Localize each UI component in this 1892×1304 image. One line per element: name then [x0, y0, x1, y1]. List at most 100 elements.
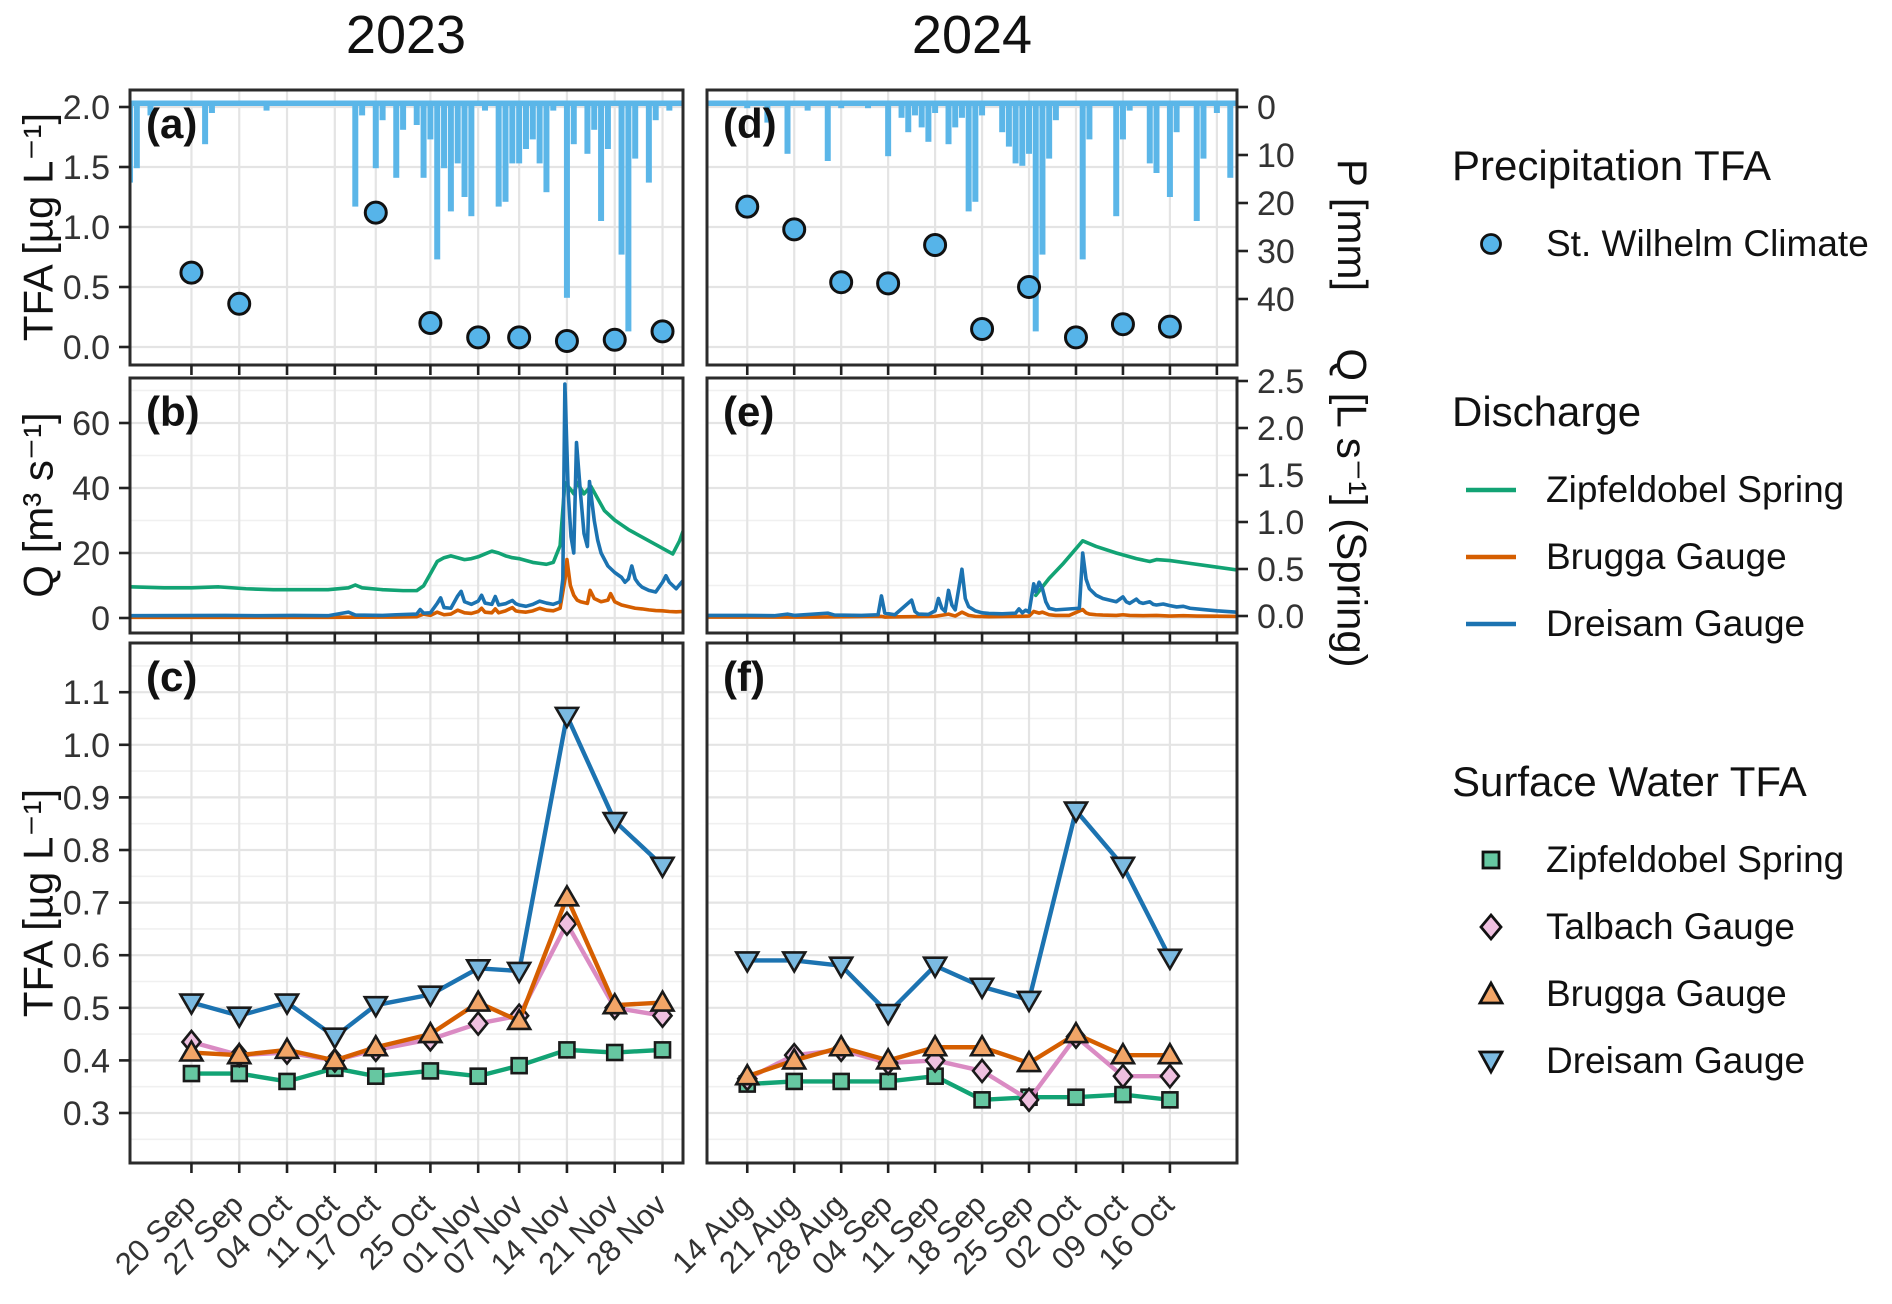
precip-bar — [652, 101, 659, 121]
triangle-up-marker — [464, 988, 492, 1012]
precip-bar — [885, 101, 892, 157]
triangle-up-marker — [1109, 1041, 1137, 1065]
y-tick-label: 0.6 — [63, 937, 110, 975]
precip-bar — [1173, 101, 1180, 133]
precip-bar — [804, 101, 811, 111]
precip-bar — [784, 101, 791, 154]
y-tick-label: 1.1 — [63, 674, 110, 712]
circle-icon — [1480, 233, 1502, 255]
square-marker — [230, 1064, 249, 1083]
column-title-2024: 2024 — [911, 5, 1033, 65]
data-line — [1033, 538, 1237, 598]
circle-marker — [970, 317, 995, 341]
precip-bar — [1193, 101, 1200, 221]
triangle-down-marker — [649, 856, 676, 880]
y-tick-label: 30 — [1257, 233, 1295, 271]
triangle-up-marker — [553, 883, 581, 907]
legend-item-brugga-gauge: Brugga Gauge — [1462, 535, 1787, 579]
y-tick-label: 2.0 — [1257, 410, 1304, 448]
diamond-icon — [1479, 912, 1503, 942]
square-marker — [1114, 1085, 1132, 1104]
legend-label: Zipfeldobel Spring — [1546, 839, 1845, 880]
precip-bar — [757, 101, 764, 104]
triangle-up-marker — [827, 1033, 855, 1057]
precip-bar — [952, 101, 959, 128]
y-tick-label: 0.7 — [63, 885, 110, 923]
y-tick-label: 0.0 — [63, 329, 110, 367]
precip-bar — [563, 101, 570, 298]
precip-bar — [441, 101, 448, 169]
precip-bar — [604, 101, 611, 149]
data-line — [745, 1073, 1173, 1103]
y-tick-label: 20 — [1257, 185, 1295, 223]
circle-marker — [227, 291, 252, 316]
data-line — [130, 480, 683, 593]
diamond-marker — [1018, 1086, 1040, 1113]
precip-bar — [911, 101, 918, 116]
data-line — [707, 551, 1237, 618]
triangle-down-marker — [968, 977, 996, 1001]
precip-bar — [1166, 101, 1173, 197]
triangle-down-marker — [1015, 990, 1043, 1014]
square-marker — [879, 1072, 897, 1091]
precip-bar — [979, 101, 986, 116]
triangle-up-marker — [968, 1033, 996, 1057]
precip-bar — [1046, 101, 1053, 159]
y-tick-label: 0.8 — [63, 832, 110, 870]
circle-marker — [418, 311, 443, 335]
square-marker — [182, 1064, 201, 1083]
triangle-down-marker — [225, 1006, 253, 1030]
legend-title-1: Discharge — [1452, 388, 1642, 435]
panel-border — [705, 376, 1239, 635]
y-tick-label: 0 — [1257, 89, 1276, 127]
precip-bar — [1079, 101, 1086, 260]
circle-marker — [179, 260, 204, 285]
y-tick-label: 0.5 — [63, 990, 110, 1028]
precip-bar — [865, 101, 872, 109]
square-marker — [469, 1067, 487, 1085]
precip-bar — [717, 101, 724, 106]
y-tick-label: 1.0 — [63, 209, 110, 247]
precip-bar — [1039, 101, 1046, 255]
diamond-marker — [467, 1010, 489, 1037]
precip-baseline — [130, 100, 683, 106]
y-tick-label: 1.0 — [63, 727, 110, 765]
circle-marker — [876, 271, 901, 296]
precip-bar — [905, 101, 912, 133]
panel-border — [705, 641, 1239, 1165]
square-marker — [558, 1041, 576, 1059]
square-marker — [510, 1056, 528, 1075]
legend-item-talbach-gauge: Talbach Gauge — [1462, 905, 1795, 949]
triangle-down-marker — [1109, 856, 1137, 880]
panel-c — [130, 643, 683, 1163]
precip-bar — [1113, 101, 1120, 217]
circle-marker — [1017, 275, 1042, 299]
panel-f — [707, 643, 1237, 1163]
y-tick-label: 1.0 — [1257, 504, 1304, 542]
panel-letter-d: (d) — [723, 100, 777, 147]
square-marker — [973, 1091, 991, 1109]
precip-bar — [744, 101, 751, 109]
precip-bar — [502, 101, 509, 202]
y-tick-label: 1.5 — [63, 149, 110, 187]
legend-label: Zipfeldobel Spring — [1546, 469, 1845, 510]
precip-bar — [379, 101, 386, 121]
precip-bar — [1119, 101, 1126, 140]
line-icon — [1466, 554, 1516, 560]
y-axis-title-precip-right: P [mm] — [1329, 158, 1376, 292]
y-tick-label: 0.4 — [63, 1042, 110, 1080]
precip-bar — [965, 101, 972, 212]
square-marker — [366, 1067, 385, 1085]
legend-item-zipfeldobel-spring: Zipfeldobel Spring — [1462, 468, 1844, 512]
square-marker — [1161, 1091, 1179, 1109]
triangle-down-marker — [553, 706, 581, 730]
panel-b — [130, 378, 683, 633]
triangle-up-marker — [874, 1046, 902, 1070]
precip-bar — [359, 101, 366, 116]
circle-marker — [466, 325, 491, 350]
precip-bar — [898, 101, 905, 118]
y-tick-label: 0.5 — [63, 269, 110, 307]
circle-marker — [923, 233, 948, 257]
precip-bar — [147, 101, 154, 116]
legend-item-st-wilhelm-climate: St. Wilhelm Climate — [1462, 222, 1869, 266]
